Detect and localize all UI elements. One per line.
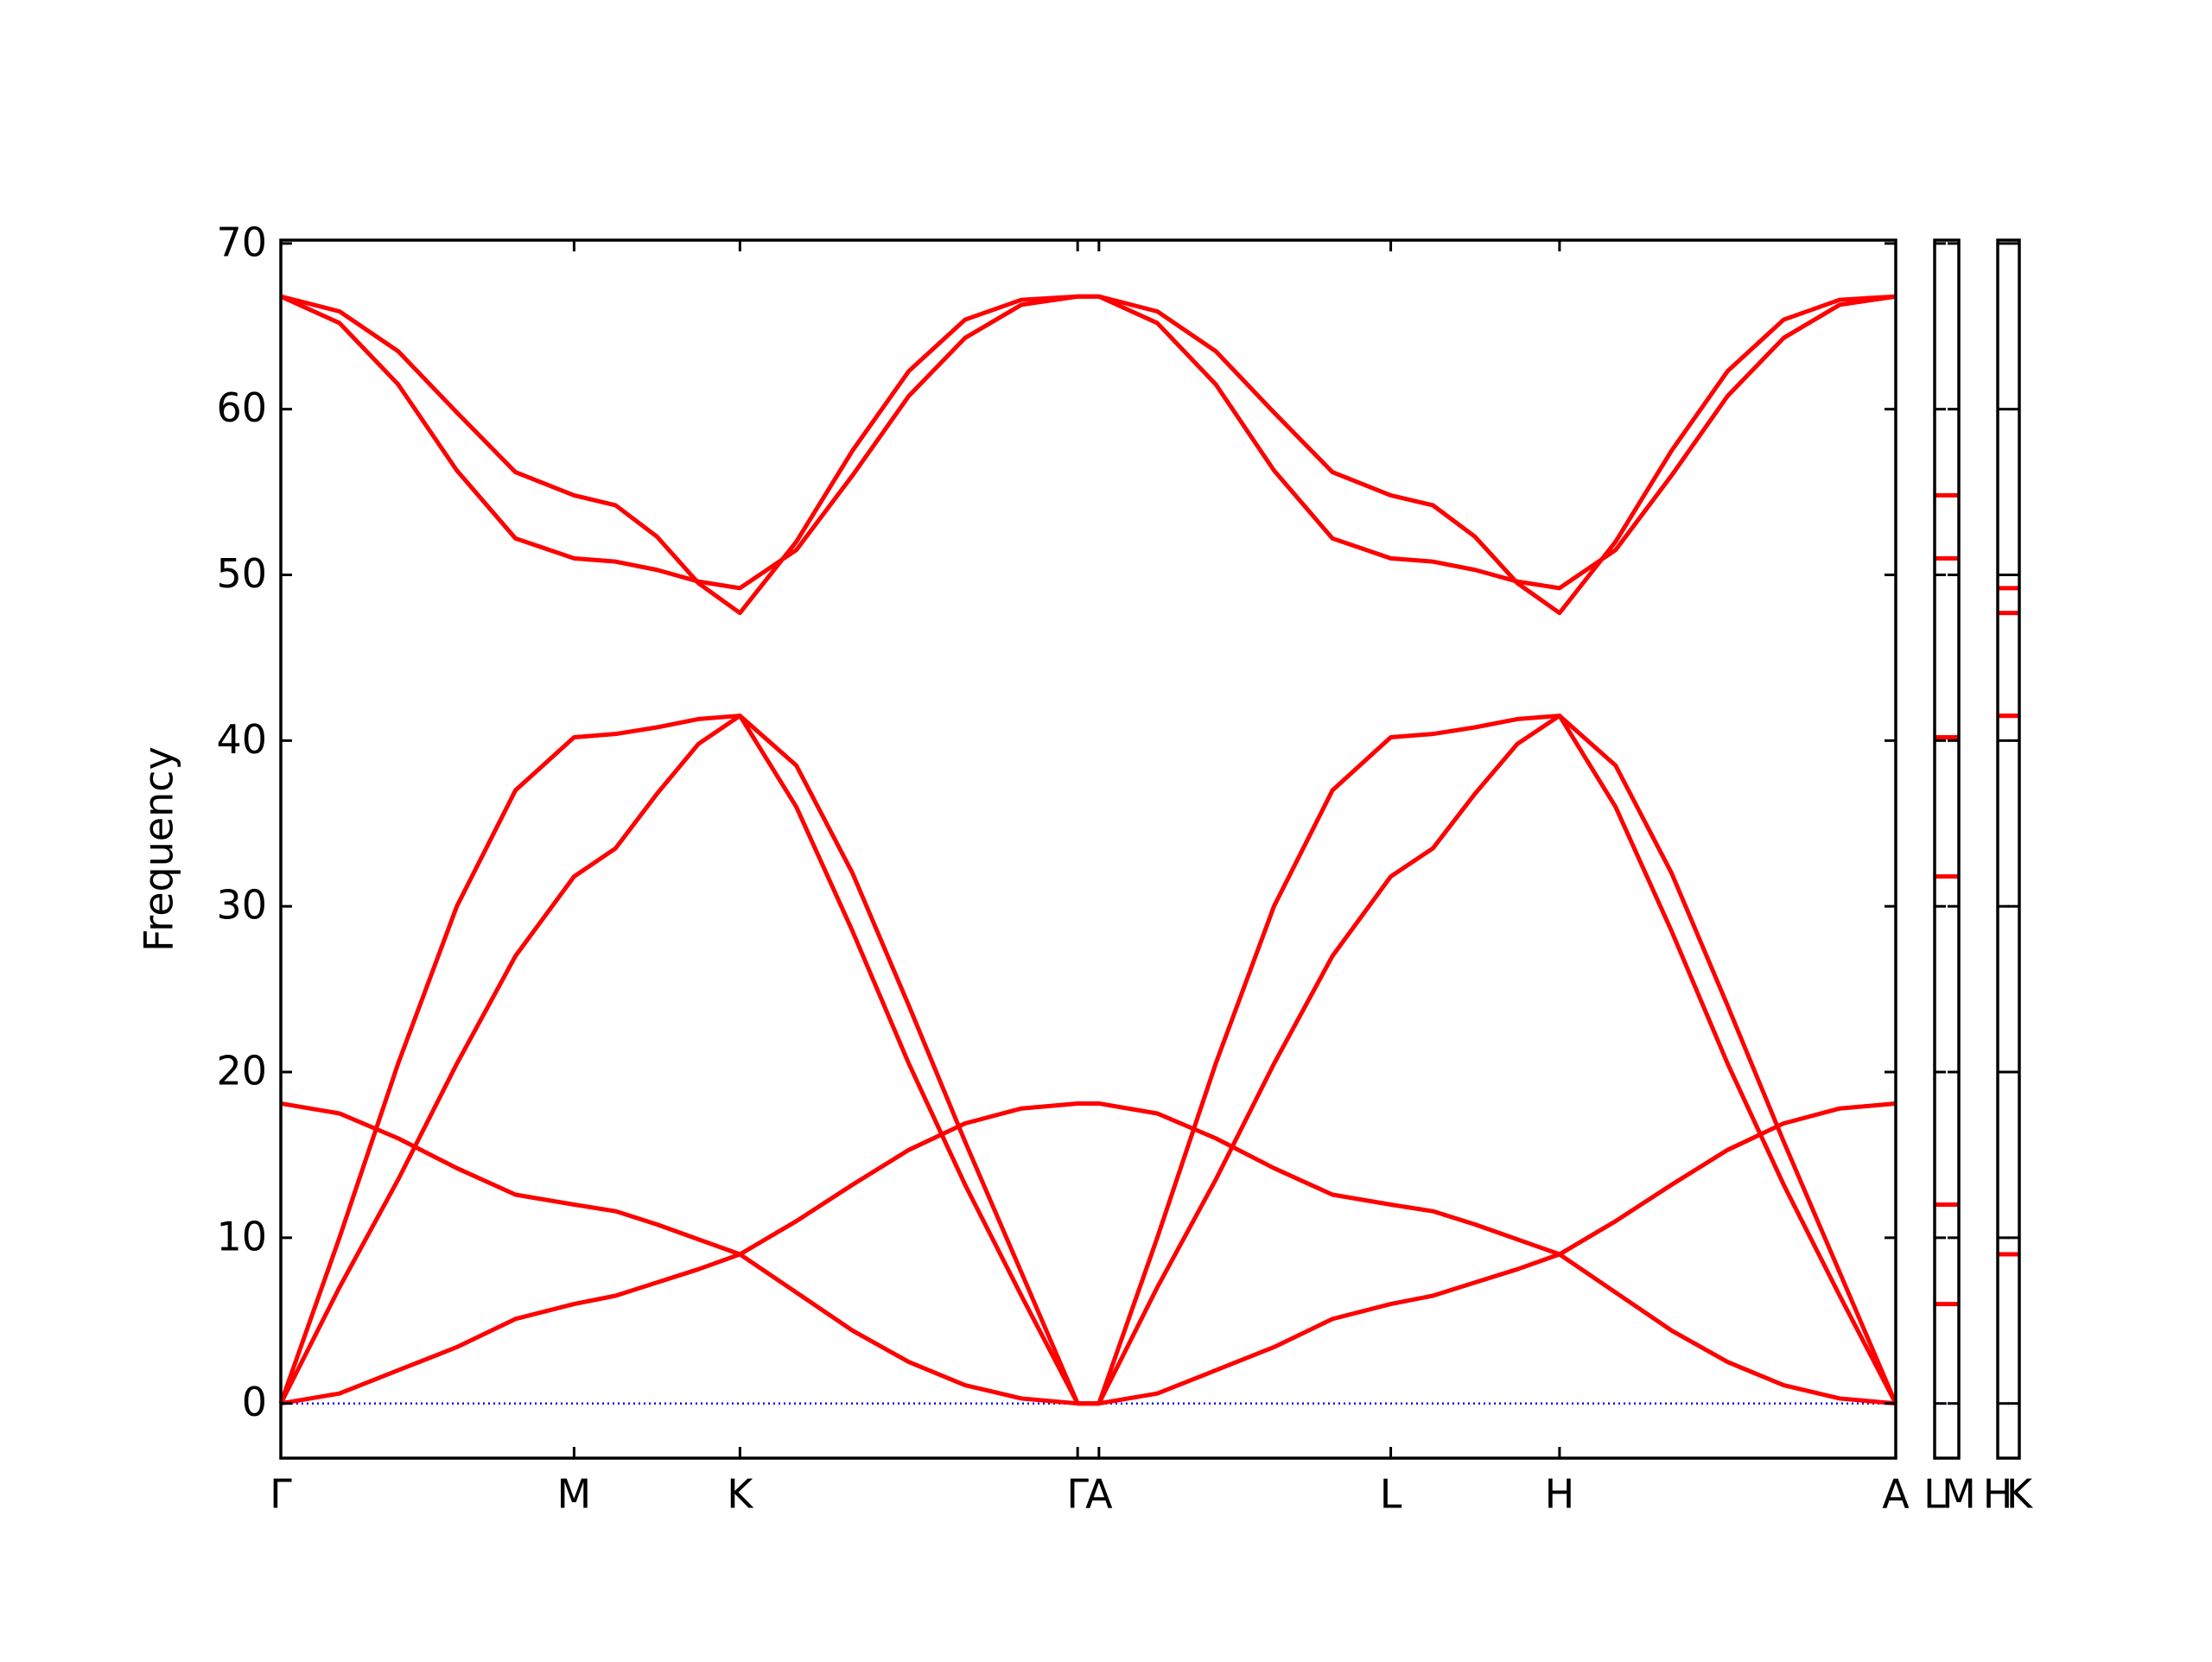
x-tick-label: H (1983, 1471, 2013, 1518)
x-tick-label: A (1882, 1471, 1910, 1518)
y-tick-label: 30 (216, 882, 267, 929)
band-line (280, 1101, 1897, 1406)
plot-frame (1996, 238, 2021, 1460)
x-tick-label: K (727, 1471, 754, 1518)
y-tick-label: 60 (216, 384, 267, 431)
x-tick-label: Γ (1066, 1471, 1089, 1518)
y-tick-label: 10 (216, 1213, 267, 1259)
x-tick-label: L (1923, 1471, 1946, 1518)
plot-frame (279, 238, 1897, 1460)
band-line (278, 714, 1898, 1406)
x-tick-label: H (1545, 1471, 1575, 1518)
y-tick-label: 50 (216, 550, 267, 597)
band-line (280, 1101, 1897, 1406)
plot-frame (1933, 238, 1961, 1460)
x-tick-label: L (1380, 1471, 1402, 1518)
x-tick-label: A (1085, 1471, 1113, 1518)
band-line (279, 294, 1897, 591)
band-line (280, 294, 1897, 616)
y-tick-label: 70 (216, 219, 267, 265)
x-tick-label: M (1942, 1471, 1976, 1518)
band-line (278, 714, 1898, 1406)
y-tick-label: 0 (242, 1379, 267, 1425)
x-tick-label: M (557, 1471, 592, 1518)
y-tick-label: 20 (216, 1048, 267, 1094)
y-tick-label: 40 (216, 716, 267, 763)
x-tick-label: Γ (270, 1471, 292, 1518)
y-axis-label: Frequency (136, 746, 182, 952)
x-tick-label: K (2006, 1471, 2034, 1518)
